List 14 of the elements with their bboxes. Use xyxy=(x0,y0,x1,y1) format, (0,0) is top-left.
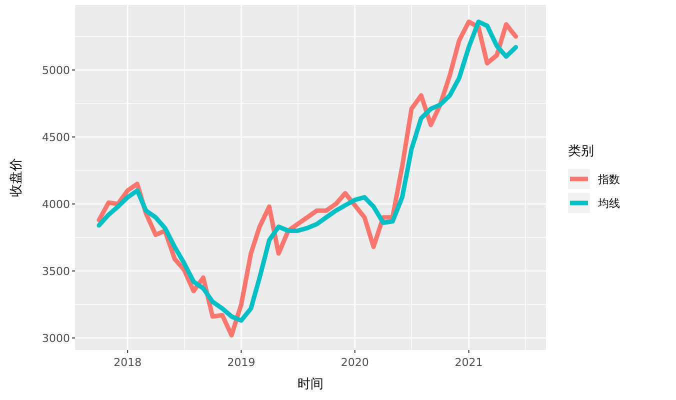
legend-label: 指数 xyxy=(597,173,620,186)
legend-label: 均线 xyxy=(597,197,620,210)
x-tick-label: 2019 xyxy=(227,356,256,369)
legend-title: 类别 xyxy=(568,144,594,159)
y-tick-label: 4000 xyxy=(42,198,70,211)
x-tick-label: 2021 xyxy=(454,356,483,369)
y-axis-title: 收盘价 xyxy=(9,158,24,197)
x-tick-label: 2018 xyxy=(114,356,142,369)
y-tick-label: 3500 xyxy=(42,264,70,278)
x-tick-label: 2020 xyxy=(340,356,369,369)
y-tick-label: 5000 xyxy=(42,64,70,77)
y-tick-label: 3000 xyxy=(42,332,70,345)
y-tick-label: 4500 xyxy=(42,130,70,144)
x-axis-title: 时间 xyxy=(298,377,324,392)
